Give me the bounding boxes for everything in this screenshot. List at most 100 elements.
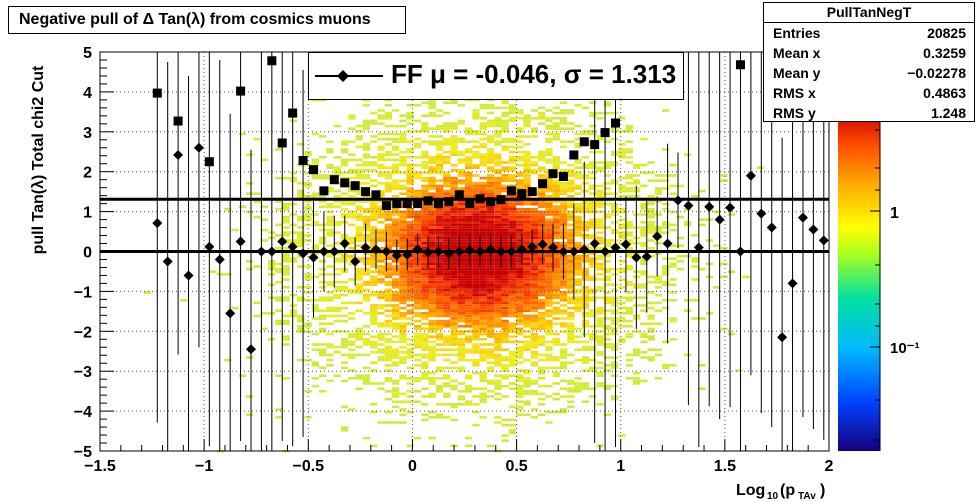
heatmap-cell xyxy=(486,122,495,125)
heatmap-cell xyxy=(311,221,319,224)
heatmap-cell xyxy=(428,348,436,351)
heatmap-cell xyxy=(413,286,422,289)
heatmap-cell xyxy=(479,205,487,208)
heatmap-cell xyxy=(297,231,305,234)
heatmap-cell xyxy=(377,145,385,149)
heatmap-cell xyxy=(443,161,451,164)
heatmap-cell xyxy=(311,223,319,227)
heatmap-cell xyxy=(370,202,378,206)
heatmap-cell xyxy=(457,369,465,372)
heatmap-cell xyxy=(574,288,582,292)
heatmap-cell xyxy=(538,283,546,286)
heatmap-cell xyxy=(370,169,378,172)
heatmap-cell xyxy=(501,215,509,219)
heatmap-cell xyxy=(640,260,648,263)
heatmap-cell xyxy=(333,171,341,175)
heatmap-cell xyxy=(392,421,400,424)
heatmap-cell xyxy=(465,299,473,302)
heatmap-cell xyxy=(508,223,517,227)
heatmap-cell xyxy=(523,161,531,164)
heatmap-cell xyxy=(545,158,553,162)
heatmap-cell xyxy=(399,179,407,182)
heatmap-cell xyxy=(450,317,458,320)
heatmap-cell xyxy=(465,221,473,224)
mean-point xyxy=(745,170,756,181)
heatmap-cell xyxy=(377,265,385,268)
heatmap-cell xyxy=(538,306,546,310)
heatmap-cell xyxy=(567,280,575,284)
heatmap-cell xyxy=(618,312,626,315)
heatmap-cell xyxy=(428,296,436,299)
heatmap-cell xyxy=(545,109,553,112)
heatmap-cell xyxy=(581,182,590,185)
heatmap-cell xyxy=(443,247,451,250)
heatmap-cell xyxy=(654,309,663,312)
mean-point xyxy=(204,241,215,252)
heatmap-cell xyxy=(311,377,319,380)
heatmap-cell xyxy=(406,410,414,414)
heatmap-cell xyxy=(538,189,546,193)
heatmap-cell xyxy=(443,218,451,221)
heatmap-cell xyxy=(559,189,568,193)
heatmap-cell xyxy=(640,322,648,325)
heatmap-cell xyxy=(384,304,392,307)
heatmap-cell xyxy=(457,241,465,245)
heatmap-cell xyxy=(494,267,502,271)
heatmap-cell xyxy=(479,241,487,245)
heatmap-cell xyxy=(275,319,283,323)
heatmap-cell xyxy=(450,176,458,180)
heatmap-cell xyxy=(370,244,378,247)
heatmap-cell xyxy=(727,270,736,273)
heatmap-cell xyxy=(479,267,487,271)
heatmap-cell xyxy=(392,184,400,188)
heatmap-cell xyxy=(428,195,436,198)
heatmap-cell xyxy=(611,366,619,370)
heatmap-cell xyxy=(435,163,444,167)
heatmap-cell xyxy=(611,395,619,398)
heatmap-cell xyxy=(603,241,611,245)
heatmap-cell xyxy=(319,205,327,208)
heatmap-cell xyxy=(289,260,298,263)
heatmap-cell xyxy=(530,338,538,341)
heatmap-cell xyxy=(457,270,465,273)
heatmap-cell xyxy=(465,436,473,440)
heatmap-cell xyxy=(508,119,517,123)
heatmap-cell xyxy=(567,338,575,341)
heatmap-cell xyxy=(589,205,597,208)
heatmap-cell xyxy=(450,262,458,266)
heatmap-cell xyxy=(421,228,429,232)
heatmap-cell xyxy=(472,273,480,276)
heatmap-cell xyxy=(435,283,444,286)
heatmap-cell xyxy=(333,306,341,310)
heatmap-cell xyxy=(581,306,590,310)
heatmap-cell xyxy=(297,234,305,237)
heatmap-cell xyxy=(435,369,444,372)
heatmap-cell xyxy=(370,135,378,138)
heatmap-cell xyxy=(538,210,546,214)
heatmap-cell xyxy=(581,332,590,336)
heatmap-cell xyxy=(530,293,538,297)
heatmap-cell xyxy=(538,301,546,305)
heatmap-cell xyxy=(326,221,334,224)
heatmap-cell xyxy=(399,340,407,344)
heatmap-cell xyxy=(611,192,619,195)
heatmap-cell xyxy=(472,187,480,190)
heatmap-cell xyxy=(611,150,619,154)
heatmap-cell xyxy=(465,192,473,195)
heatmap-cell xyxy=(457,200,465,203)
heatmap-cell xyxy=(392,166,400,169)
heatmap-cell xyxy=(421,150,429,154)
heatmap-cell xyxy=(465,265,473,268)
heatmap-cell xyxy=(479,223,487,227)
heatmap-cell xyxy=(311,384,319,388)
heatmap-cell xyxy=(501,252,509,255)
heatmap-cell xyxy=(443,275,451,279)
heatmap-cell xyxy=(348,153,356,156)
heatmap-cell xyxy=(297,358,305,362)
heatmap-cell xyxy=(574,340,582,344)
heatmap-cell xyxy=(428,340,436,344)
heatmap-cell xyxy=(494,384,502,388)
heatmap-cell xyxy=(319,348,327,351)
heatmap-cell xyxy=(654,275,663,279)
heatmap-cell xyxy=(377,210,385,214)
